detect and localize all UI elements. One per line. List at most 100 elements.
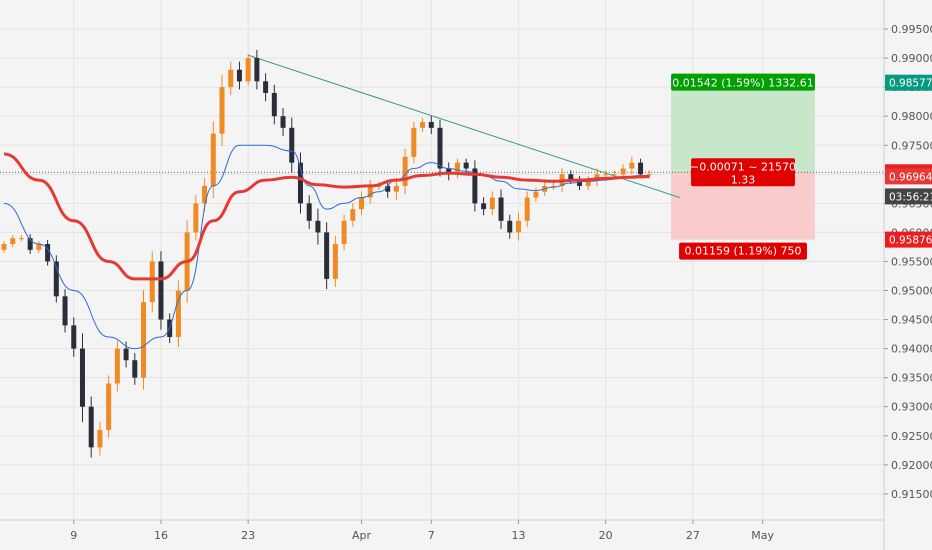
- candle: [219, 74, 225, 146]
- y-tick-label: 0.91500: [891, 488, 932, 501]
- candle-body: [315, 220, 321, 233]
- target-label-text: 0.01542 (1.59%) 1332.61: [672, 77, 814, 90]
- candle-body: [638, 162, 644, 175]
- y-tick-label: 0.98000: [891, 110, 932, 123]
- candle: [27, 234, 33, 254]
- candle: [114, 340, 120, 392]
- x-tick-label: Apr: [352, 529, 372, 542]
- candle-body: [123, 348, 129, 361]
- stop-label-box: [679, 242, 807, 260]
- candle-body: [141, 302, 147, 378]
- candle: [18, 235, 24, 242]
- candle: [315, 208, 321, 245]
- candle: [306, 195, 312, 229]
- candle-body: [193, 203, 199, 233]
- candle-body: [577, 180, 583, 186]
- candle: [79, 333, 85, 422]
- candle-body: [402, 156, 408, 186]
- candle: [36, 240, 42, 253]
- y-tick-label: 0.99000: [891, 52, 932, 65]
- candle-body: [472, 168, 478, 204]
- moving-average-tag-box: [885, 168, 932, 185]
- candle: [498, 189, 504, 229]
- candle-body: [385, 185, 391, 192]
- candle: [10, 235, 16, 248]
- candle: [515, 212, 521, 241]
- candle: [45, 239, 51, 266]
- candle-body: [533, 191, 539, 198]
- candle-body: [411, 127, 417, 157]
- candle-body: [437, 127, 443, 169]
- candle-body: [45, 244, 51, 262]
- stop-label-text: 0.01159 (1.19%) 750: [685, 245, 802, 258]
- y-tick-label: 0.95000: [891, 285, 932, 298]
- candle-body: [524, 197, 530, 221]
- candle: [472, 160, 478, 212]
- candle: [454, 158, 460, 179]
- candle: [228, 61, 234, 96]
- candle-body: [71, 325, 77, 349]
- candle: [193, 195, 199, 241]
- candle: [402, 148, 408, 195]
- candle-body: [359, 197, 365, 210]
- y-tick-label: 0.94000: [891, 343, 932, 356]
- trendline[interactable]: [248, 54, 680, 199]
- candle: [367, 179, 373, 204]
- candle: [629, 156, 635, 175]
- candle: [577, 176, 583, 190]
- candle-body: [53, 261, 59, 297]
- candle-body: [507, 220, 513, 233]
- candle: [481, 197, 487, 216]
- candle-body: [106, 383, 112, 430]
- candle-body: [158, 261, 164, 320]
- candle: [210, 121, 216, 199]
- candle-body: [62, 296, 68, 326]
- y-tick-label: 0.94500: [891, 314, 932, 327]
- candle: [271, 84, 277, 125]
- candle-body: [454, 162, 460, 175]
- candle: [489, 191, 495, 216]
- x-tick-label: 16: [154, 529, 168, 542]
- grid: [0, 0, 884, 520]
- candle-timer-tag-label: 03:56:21: [889, 191, 932, 203]
- target-tag-box: [885, 74, 932, 91]
- target-label-box: [671, 73, 815, 91]
- candle: [524, 191, 530, 227]
- candle-body: [550, 185, 556, 187]
- candle-body: [611, 174, 617, 176]
- candle-body: [341, 220, 347, 245]
- entry-label-box: [691, 158, 795, 187]
- candle: [463, 158, 469, 173]
- candle-body: [114, 348, 120, 384]
- candle-body: [350, 209, 356, 221]
- y-tick-label: 0.93000: [891, 401, 932, 414]
- candle-body: [219, 87, 225, 134]
- candle: [158, 251, 164, 330]
- y-tick-label: 0.97500: [891, 139, 932, 152]
- candle: [533, 187, 539, 202]
- moving-average-tag-label: 0.96964: [889, 171, 932, 183]
- x-tick-label: 13: [511, 529, 525, 542]
- candle-body: [324, 232, 330, 279]
- candle: [550, 181, 556, 190]
- candle-body: [228, 69, 234, 88]
- candle: [446, 162, 452, 181]
- candle-body: [446, 168, 452, 175]
- candle-body: [254, 58, 260, 82]
- candle: [97, 421, 103, 456]
- candle-body: [79, 348, 85, 407]
- candle-body: [428, 122, 434, 128]
- candle: [359, 191, 365, 216]
- candle: [132, 353, 138, 385]
- candle-body: [202, 185, 208, 204]
- candle-body: [603, 174, 609, 176]
- candle-body: [132, 360, 138, 378]
- x-tick-label: 20: [599, 529, 613, 542]
- entry-label-text-2: 1.33: [731, 173, 756, 186]
- candle-body: [1, 244, 7, 250]
- profit-zone[interactable]: [671, 82, 815, 173]
- candle-body: [280, 116, 286, 128]
